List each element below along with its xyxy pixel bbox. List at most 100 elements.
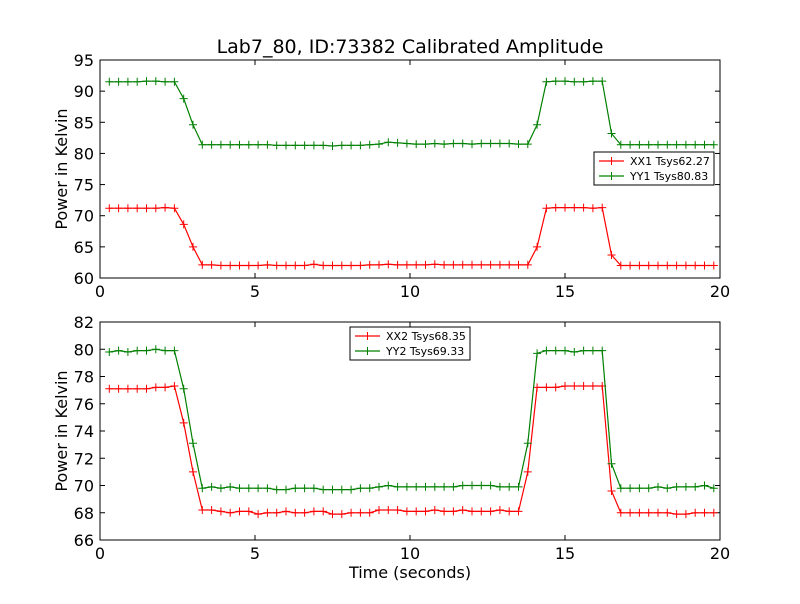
subplot-2: 0 5 10 15 20 66 68 70 72 74 76 78 80 82 Power in Kelvi…: [52, 313, 730, 582]
data-point: [533, 349, 542, 358]
legend-entry: XX1 Tsys62.27: [630, 155, 710, 168]
data-point: [151, 77, 160, 86]
data-point: [151, 345, 160, 354]
y-axis-label: Power in Kelvin: [52, 370, 71, 491]
data-point: [198, 140, 207, 149]
data-point: [607, 486, 616, 495]
data-point: [133, 77, 142, 86]
y-tick-label: 72: [74, 449, 94, 468]
chart-title: Lab7_80, ID:73382 Calibrated Amplitude: [217, 36, 604, 58]
data-point: [170, 204, 179, 213]
data-point: [179, 94, 188, 103]
data-point: [375, 260, 383, 269]
data-point: [375, 140, 383, 149]
data-point: [561, 382, 569, 391]
data-point: [235, 484, 244, 493]
data-point: [421, 507, 430, 516]
data-point: [486, 260, 495, 269]
data-point: [142, 77, 151, 86]
data-point: [644, 484, 653, 493]
data-point: [654, 261, 662, 270]
data-point: [189, 120, 197, 129]
data-point: [626, 261, 635, 270]
data-point: [216, 261, 225, 270]
data-point: [514, 140, 523, 149]
data-point: [235, 140, 244, 149]
data-point: [114, 204, 123, 213]
data-point: [356, 261, 365, 270]
y-tick-label: 82: [74, 313, 94, 332]
data-point: [663, 140, 672, 149]
data-point: [654, 482, 662, 491]
data-point: [114, 346, 123, 355]
data-point: [430, 139, 439, 148]
data-point: [570, 77, 579, 86]
data-point: [514, 482, 523, 491]
data-point: [263, 508, 272, 517]
data-point: [709, 508, 718, 517]
y-tick-label: 75: [74, 176, 94, 195]
data-point: [523, 140, 532, 149]
data-point: [309, 141, 318, 150]
series-yy1: [105, 77, 718, 150]
data-point: [672, 510, 681, 519]
data-point: [505, 482, 514, 491]
data-point: [300, 484, 309, 493]
data-point: [607, 250, 616, 259]
data-point: [216, 507, 225, 516]
data-point: [235, 507, 244, 516]
data-point: [337, 261, 346, 270]
legend-entry: YY1 Tsys80.83: [629, 170, 708, 183]
y-tick-label: 85: [74, 113, 94, 132]
data-point: [421, 140, 430, 149]
data-point: [198, 506, 207, 515]
data-point: [365, 484, 374, 493]
data-point: [681, 510, 690, 519]
y-tick-label: 60: [74, 269, 94, 288]
data-point: [375, 482, 383, 491]
data-point: [384, 138, 393, 147]
data-point: [449, 507, 458, 516]
x-tick-label: 10: [400, 544, 420, 563]
data-point: [347, 261, 356, 270]
data-point: [300, 508, 309, 517]
data-point: [495, 506, 504, 515]
data-point: [282, 485, 290, 494]
data-point: [216, 140, 225, 149]
data-point: [393, 260, 402, 269]
y-tick-label: 68: [74, 504, 94, 523]
x-tick-label: 0: [95, 544, 105, 563]
data-point: [207, 506, 216, 515]
data-point: [626, 484, 635, 493]
data-point: [189, 242, 197, 251]
y-tick-label: 80: [74, 144, 94, 163]
data-point: [189, 467, 197, 476]
x-tick-label: 10: [400, 282, 420, 301]
data-point: [468, 507, 476, 516]
x-tick-label: 20: [710, 544, 730, 563]
data-point: [477, 481, 486, 490]
data-point: [319, 485, 328, 494]
data-point: [263, 260, 272, 269]
data-point: [588, 346, 597, 355]
data-point: [114, 384, 123, 393]
data-point: [412, 140, 421, 149]
data-point: [282, 141, 290, 150]
data-point: [542, 204, 551, 213]
data-point: [282, 507, 290, 516]
data-point: [523, 439, 532, 448]
data-point: [309, 484, 318, 493]
data-point: [449, 482, 458, 491]
data-point: [607, 459, 616, 468]
data-point: [226, 482, 235, 491]
data-point: [579, 203, 588, 212]
data-point: [244, 140, 253, 149]
data-point: [495, 139, 504, 148]
data-point: [319, 507, 328, 516]
data-point: [142, 204, 151, 213]
data-point: [561, 346, 569, 355]
data-point: [412, 482, 421, 491]
data-point: [635, 261, 644, 270]
data-point: [356, 484, 365, 493]
data-point: [616, 508, 625, 517]
